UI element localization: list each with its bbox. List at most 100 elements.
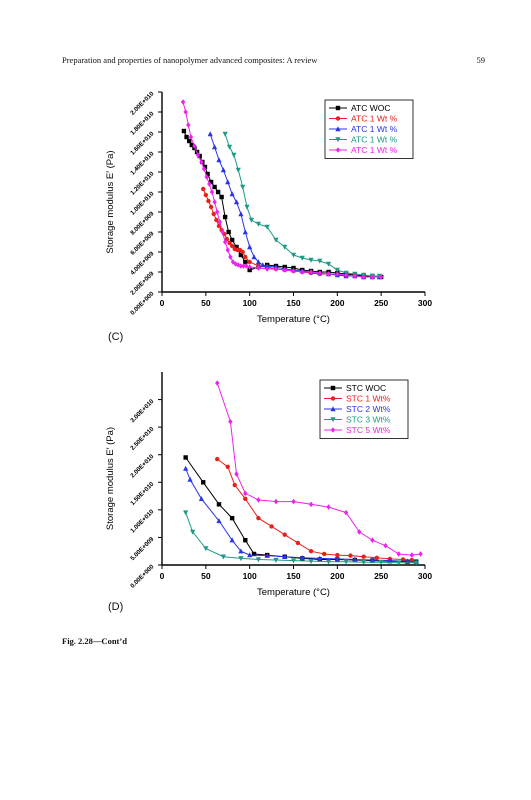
chart-d-legend-swatch-marker [330,417,336,423]
chart-c-series-4-point [244,204,250,210]
chart-c-series-5-point [183,109,188,115]
chart-c-x-tick-label: 0 [160,298,165,308]
chart-d-series-5-point [273,498,279,505]
chart-c-legend-entry: ATC 1 Wt % [351,124,398,134]
chart-d-series-3-point [238,548,244,554]
chart-c-series-5-point [217,219,223,225]
chart-d-series-3-point [247,552,253,558]
chart-c-series-1-point [189,142,195,148]
chart-d-x-tick-label: 200 [330,571,344,581]
chart-d-series-4-point [361,560,367,566]
chart-d-series-2-point [361,554,366,559]
chart-c-x-tick-label: 50 [201,298,211,308]
chart-c-series-5-point [207,181,212,187]
chart-c-x-tick-label: 250 [374,298,388,308]
chart-d-series-5-line [216,382,421,556]
chart-d-series-4-point [220,554,226,560]
chart-d-series-5-point [256,497,261,503]
chart-d-legend-entry: STC 3 Wt% [346,415,391,425]
chart-d: 0 50 100 150 200 250 300 0.00E+000 5.00E+009 1.00… [0,360,531,620]
chart-c-series-2-point [206,198,211,204]
chart-c-legend-swatch-marker [335,137,341,143]
chart-c-series-3-point [212,144,218,150]
chart-d-series-1-point [251,551,257,557]
chart-c-series-1-point [226,229,231,235]
chart-d-series-5-point [291,498,296,505]
chart-d-series-3-point [229,537,235,543]
chart-c-series-1-point [202,164,208,170]
chart-c-series-2-point [201,186,206,192]
chart-c-series-3-point [251,254,257,260]
chart-c-series-3-point [260,262,266,268]
chart-c-series-4-point [235,167,241,173]
chart-c-series-5-point [204,174,209,180]
chart-d-series-3-point [187,476,193,482]
chart-d-series-4-point [413,560,419,566]
chart-c-series-1-point [208,179,214,185]
chart-d-series-3-point [352,556,358,562]
chart-c-legend-entry: ATC 1 Wt % [351,114,398,124]
chart-d-series-5-point [308,501,314,508]
chart-d-legend-swatch-marker [330,385,336,391]
chart-c-series-5-point [241,263,246,269]
chart-d-series-1-point [183,455,188,460]
chart-c-series-5-point [222,239,228,245]
chart-c-series-5-point [361,274,366,280]
chart-d-series-2-point [348,553,353,558]
chart-d-series-2-point [321,551,327,557]
chart-d-series-2-point [335,552,340,558]
chart-c-series-5-point [212,199,217,205]
chart-d-series-3-point [404,558,411,564]
chart-c-series-3-point [233,199,240,205]
chart-d-series-3 [183,465,419,564]
chart-c-x-axis-label: Temperature (°C) [257,314,330,325]
chart-c-series-1-point [229,237,235,243]
chart-d-series-4-point [325,559,332,565]
chart-c-x-tick-label: 100 [243,298,257,308]
chart-d-series-2-point [225,464,230,470]
chart-c-series-5-point [201,166,207,172]
chart-c-series-4-point [334,267,340,273]
chart-c-series-1-point [197,153,202,159]
chart-c-legend-entry: ATC 1 Wt % [351,145,398,155]
chart-d-y-tick-label: 3.00E+010 [129,398,156,425]
chart-c-series-5-point [228,254,233,260]
chart-c-series-5-point [308,269,314,275]
chart-c-series-5-point [243,263,249,269]
chart-c-series-4-line [224,133,380,277]
chart-d-series-3-point [198,496,205,502]
chart-c-series-3-point [242,229,248,235]
chart-c-series-5-point [300,269,305,275]
chart-c-svg: 0 50 100 150 200 250 3000.00E+0002.00E+0094.00… [105,90,432,325]
chart-d-series-4-point [255,557,262,563]
chart-c-legend-entry: ATC WOC [351,103,391,113]
chart-c-series-5-point [256,265,261,271]
chart-d-series-5-point [234,471,239,477]
chart-d-series-5-point [228,418,233,425]
chart-c-series-1-point [186,138,192,144]
chart-c-series-1-point [234,244,239,250]
chart-c-series-5-point [199,159,204,165]
chart-c-series-2-point [214,217,219,223]
chart-d-series-4-point [290,558,297,564]
chart-c-series-1-point [184,134,189,140]
chart-d-series-1-point [229,515,235,521]
chart-d-series-2-point [215,456,220,462]
chart-c-series-5-point [343,272,349,278]
chart-c-series-1-point [243,259,248,265]
chart-c-x-tick-label: 200 [330,298,344,308]
chart-d-series-4-point [378,560,384,566]
chart-d-legend-entry: STC 5 Wt% [346,425,391,435]
chart-c-series-5-point [265,266,270,272]
chart-c-series-5-point [192,143,197,149]
chart-d-series-4-point [273,557,279,563]
chart-d-series-5-point [343,509,349,516]
chart-c-series-5-point [326,271,331,277]
chart-c-series-3-point [247,244,253,250]
chart-c-series-5-point [220,229,225,235]
chart-c-series-2-point [208,204,214,210]
chart-d-y-tick-label: 2.00E+010 [129,453,156,480]
chart-d-series-3-point [216,518,222,524]
